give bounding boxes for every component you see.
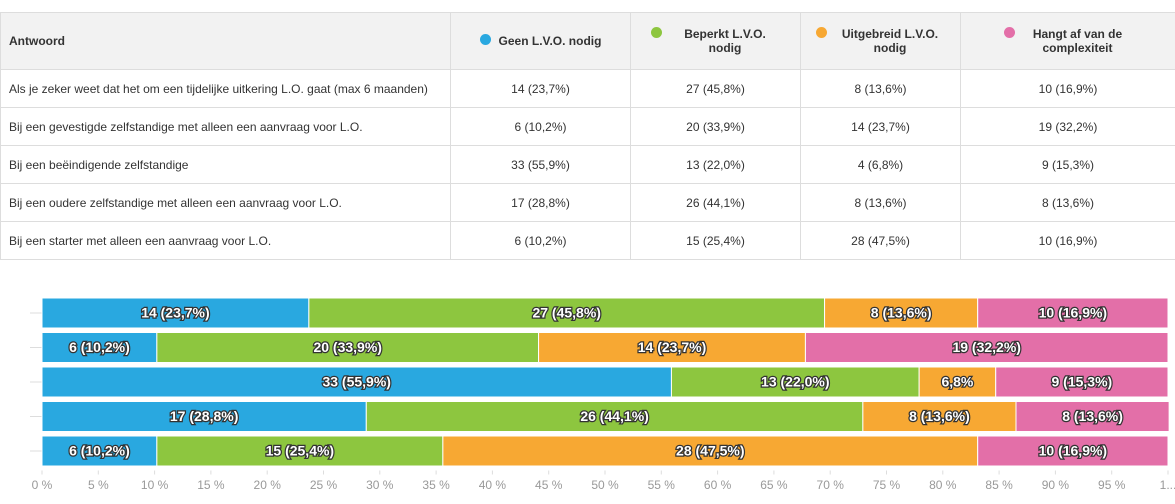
cell: 10 (16,9%) — [960, 221, 1175, 260]
cell: 19 (32,2%) — [960, 107, 1175, 146]
x-tick-label: 30 % — [366, 478, 394, 492]
bar-label: 27 (45,8%) — [532, 305, 600, 321]
bar-segment — [977, 435, 1169, 467]
bar-label: 20 (33,9%) — [313, 339, 381, 355]
bar-segment — [308, 297, 826, 329]
x-tick-label: 1... — [1160, 478, 1175, 492]
x-tick-label: 25 % — [310, 478, 338, 492]
x-tick-label: 60 % — [704, 478, 732, 492]
table-row: Bij een beëindigende zelfstandige 33 (55,… — [0, 145, 1175, 184]
x-tick-label: 20 % — [254, 478, 282, 492]
bar-segment — [824, 297, 979, 329]
cell: 4 (6,8%) — [800, 145, 961, 184]
bar-label: 6 (10,2%) — [69, 339, 130, 355]
bar-label: 10 (16,9%) — [1039, 305, 1107, 321]
bar-label: 19 (32,2%) — [952, 339, 1020, 355]
cell: 10 (16,9%) — [960, 69, 1175, 108]
header-cell: Uitgebreid L.V.O. nodig — [800, 12, 961, 70]
x-tick-label: 70 % — [817, 478, 845, 492]
x-tick-label: 90 % — [1042, 478, 1070, 492]
cell: 14 (23,7%) — [800, 107, 961, 146]
bar-label: 28 (47,5%) — [676, 443, 744, 459]
table-row: Als je zeker weet dat het om een tijdeli… — [0, 69, 1175, 108]
bar-label: 17 (28,8%) — [170, 408, 238, 424]
header-cell: Beperkt L.V.O. nodig — [630, 12, 801, 70]
bar-segment — [41, 297, 310, 329]
cell: 15 (25,4%) — [630, 221, 801, 260]
row-label: Bij een gevestigde zelfstandige met alle… — [0, 107, 451, 146]
results-table: Antwoord Geen L.V.O. nodig Beperkt L.V.O. … — [0, 12, 1175, 260]
bar-label: 8 (13,6%) — [871, 305, 932, 321]
x-tick-label: 55 % — [648, 478, 676, 492]
bar-label: 26 (44,1%) — [580, 408, 648, 424]
bar-label: 14 (23,7%) — [141, 305, 209, 321]
x-tick-label: 10 % — [141, 478, 169, 492]
x-tick-label: 5 % — [88, 478, 109, 492]
bar-segment — [41, 366, 672, 398]
legend-label: Uitgebreid L.V.O. nodig — [841, 27, 939, 55]
x-tick-label: 35 % — [422, 478, 450, 492]
bar-segment — [1015, 401, 1170, 432]
bar-segment — [156, 332, 540, 363]
bar-segment — [804, 332, 1169, 363]
table-row: Bij een gevestigde zelfstandige met alle… — [0, 107, 1175, 146]
table-row: Bij een starter met alleen een aanvraag … — [0, 221, 1175, 260]
legend-dot — [1003, 27, 1015, 38]
x-tick-label: 45 % — [535, 478, 563, 492]
cell: 8 (13,6%) — [800, 183, 961, 222]
cell: 9 (15,3%) — [960, 145, 1175, 184]
cell: 13 (22,0%) — [630, 145, 801, 184]
bar-segment — [977, 297, 1169, 329]
header-cell: Antwoord — [0, 12, 451, 70]
x-tick-label: 95 % — [1098, 478, 1126, 492]
table-body: Als je zeker weet dat het om een tijdeli… — [0, 69, 1175, 260]
bar-segment — [442, 435, 979, 467]
cell: 6 (10,2%) — [450, 107, 631, 146]
bar-segment — [41, 435, 158, 467]
bar-segment — [670, 366, 920, 398]
legend-label: Hangt af van de complexiteit — [1032, 27, 1123, 55]
legend-label: Geen L.V.O. nodig — [498, 34, 602, 48]
cell: 33 (55,9%) — [450, 145, 631, 184]
bar-label: 15 (25,4%) — [266, 443, 334, 459]
bar-segment — [41, 332, 158, 363]
cell: 17 (28,8%) — [450, 183, 631, 222]
x-tick-label: 80 % — [929, 478, 957, 492]
x-tick-label: 75 % — [873, 478, 901, 492]
x-tick-label: 0 % — [32, 478, 53, 492]
legend-label: Beperkt L.V.O. nodig — [684, 27, 766, 55]
x-tick-label: 40 % — [479, 478, 507, 492]
bar-label: 6,8% — [941, 374, 973, 390]
legend-dot — [479, 34, 491, 45]
legend-dot — [816, 27, 827, 38]
bar-label: 8 (13,6%) — [909, 408, 970, 424]
bar-label: 13 (22,0%) — [761, 374, 829, 390]
cell: 8 (13,6%) — [960, 183, 1175, 222]
bar-label: 14 (23,7%) — [638, 339, 706, 355]
legend-dot — [651, 27, 662, 38]
bar-segment — [41, 401, 367, 432]
x-tick-label: 85 % — [985, 478, 1013, 492]
cell: 20 (33,9%) — [630, 107, 801, 146]
row-label: Als je zeker weet dat het om een tijdeli… — [0, 69, 451, 108]
bar-segment — [862, 401, 1017, 432]
bar-label: 33 (55,9%) — [322, 374, 390, 390]
x-tick-label: 15 % — [197, 478, 225, 492]
bar-label: 6 (10,2%) — [69, 443, 130, 459]
bar-label: 9 (15,3%) — [1052, 374, 1113, 390]
x-tick-label: 65 % — [760, 478, 788, 492]
row-label: Bij een starter met alleen een aanvraag … — [0, 221, 451, 260]
bar-label: 8 (13,6%) — [1062, 408, 1123, 424]
cell: 14 (23,7%) — [450, 69, 631, 108]
bar-label: 10 (16,9%) — [1039, 443, 1107, 459]
bar-segment — [365, 401, 864, 432]
header-cell: Hangt af van de complexiteit — [960, 12, 1175, 70]
x-tick-label: 50 % — [591, 478, 619, 492]
bar-segment — [995, 366, 1169, 398]
header-row: Antwoord Geen L.V.O. nodig Beperkt L.V.O. … — [0, 12, 1175, 70]
